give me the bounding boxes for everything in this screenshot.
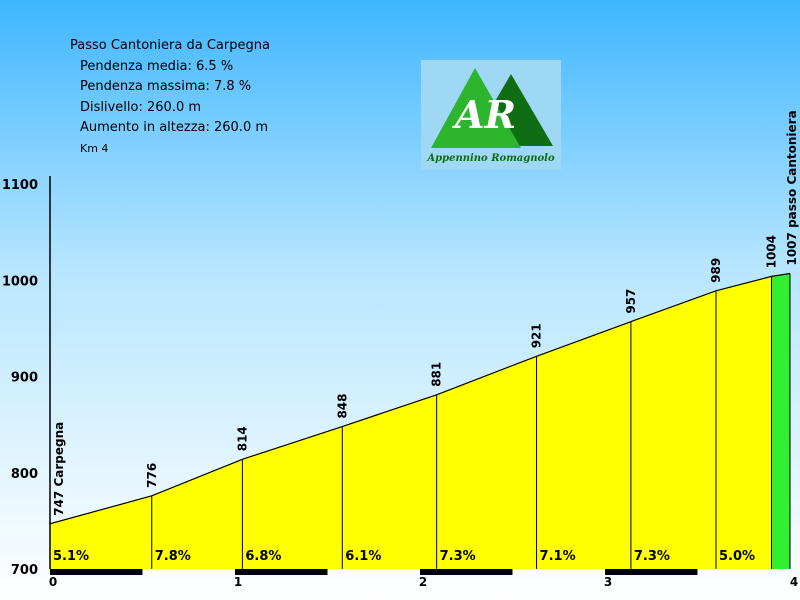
- distance-scale-block: [420, 569, 513, 575]
- elevation-label: 1007 passo Cantoniera: [785, 110, 799, 265]
- profile-outline: [49, 272, 791, 525]
- elevation-label: 747 Carpegna: [52, 422, 66, 516]
- x-tick-label: 2: [419, 575, 427, 589]
- distance-scale-block: [512, 569, 605, 575]
- y-tick-label: 1000: [2, 274, 38, 289]
- profile-segment: [436, 356, 537, 569]
- logo-caption: Appennino Romagnolo: [427, 153, 555, 164]
- distance-scale-block: [697, 569, 790, 575]
- y-tick-label: 900: [11, 371, 38, 386]
- x-tick-label: 4: [790, 575, 798, 589]
- height-increase: Aumento in altezza: 260.0 m: [80, 120, 269, 135]
- profile-segment: [342, 394, 437, 569]
- distance-scale-block: [327, 569, 420, 575]
- distance-scale-block: [142, 569, 235, 575]
- segment-grade-label: 7.3%: [440, 549, 476, 564]
- elevation-label: 848: [335, 393, 349, 418]
- profile-segment: [151, 459, 243, 569]
- x-tick-label: 0: [49, 575, 57, 589]
- profile-segment: [536, 321, 631, 569]
- elevation-label: 989: [709, 258, 723, 283]
- elevation-label: 1004: [765, 235, 779, 268]
- segment-grade-label: 7.1%: [540, 549, 576, 564]
- segment-grade-label: 6.8%: [245, 549, 281, 564]
- y-tick-label: 1100: [2, 178, 38, 193]
- x-tick-label: 1: [234, 575, 242, 589]
- appennino-romagnolo-logo: AR Appennino Romagnolo: [421, 60, 561, 170]
- elevation-label: 921: [530, 323, 544, 348]
- elevation-label: 957: [624, 289, 638, 314]
- segment-grade-label: 7.3%: [634, 549, 670, 564]
- x-tick-label: 3: [604, 575, 612, 589]
- avg-grade: Pendenza media: 6.5 %: [80, 58, 234, 74]
- segment-grade-label: 7.8%: [155, 549, 191, 564]
- y-tick-label: 700: [11, 563, 38, 578]
- climb-info: Passo Cantoniera da Carpegna Pendenza me…: [70, 36, 270, 159]
- elevation-label: 776: [145, 463, 159, 488]
- elevation-label: 814: [235, 426, 249, 451]
- distance-scale-block: [235, 569, 328, 575]
- profile-segment: [716, 276, 772, 569]
- climb-title: Passo Cantoniera da Carpegna: [70, 38, 270, 53]
- elevation-gain: Dislivello: 260.0 m: [80, 99, 202, 115]
- profile-segment: [242, 426, 343, 569]
- segment-grade-label: 5.1%: [53, 549, 89, 564]
- segment-grade-label: 5.0%: [719, 549, 755, 564]
- mountain-logo-icon: [431, 68, 553, 148]
- profile-segment: [50, 495, 152, 569]
- max-grade: Pendenza massima: 7.8 %: [80, 79, 252, 94]
- y-tick-label: 800: [11, 467, 38, 482]
- distance-scale-block: [605, 569, 698, 575]
- profile-segment: [771, 273, 790, 569]
- profile-segment: [630, 290, 716, 569]
- distance-scale-block: [50, 569, 143, 575]
- elevation-label: 881: [430, 362, 444, 387]
- logo-letters: AR: [455, 92, 517, 137]
- distance: Km 4: [80, 141, 109, 155]
- segment-grade-label: 6.1%: [345, 549, 381, 564]
